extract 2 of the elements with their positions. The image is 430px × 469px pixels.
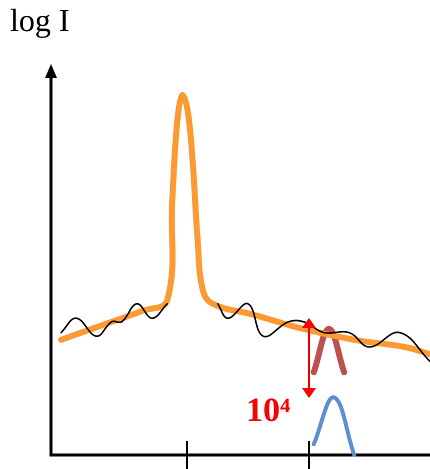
y-axis-title: log I — [10, 2, 70, 39]
annotation: 10⁴ — [246, 392, 290, 430]
